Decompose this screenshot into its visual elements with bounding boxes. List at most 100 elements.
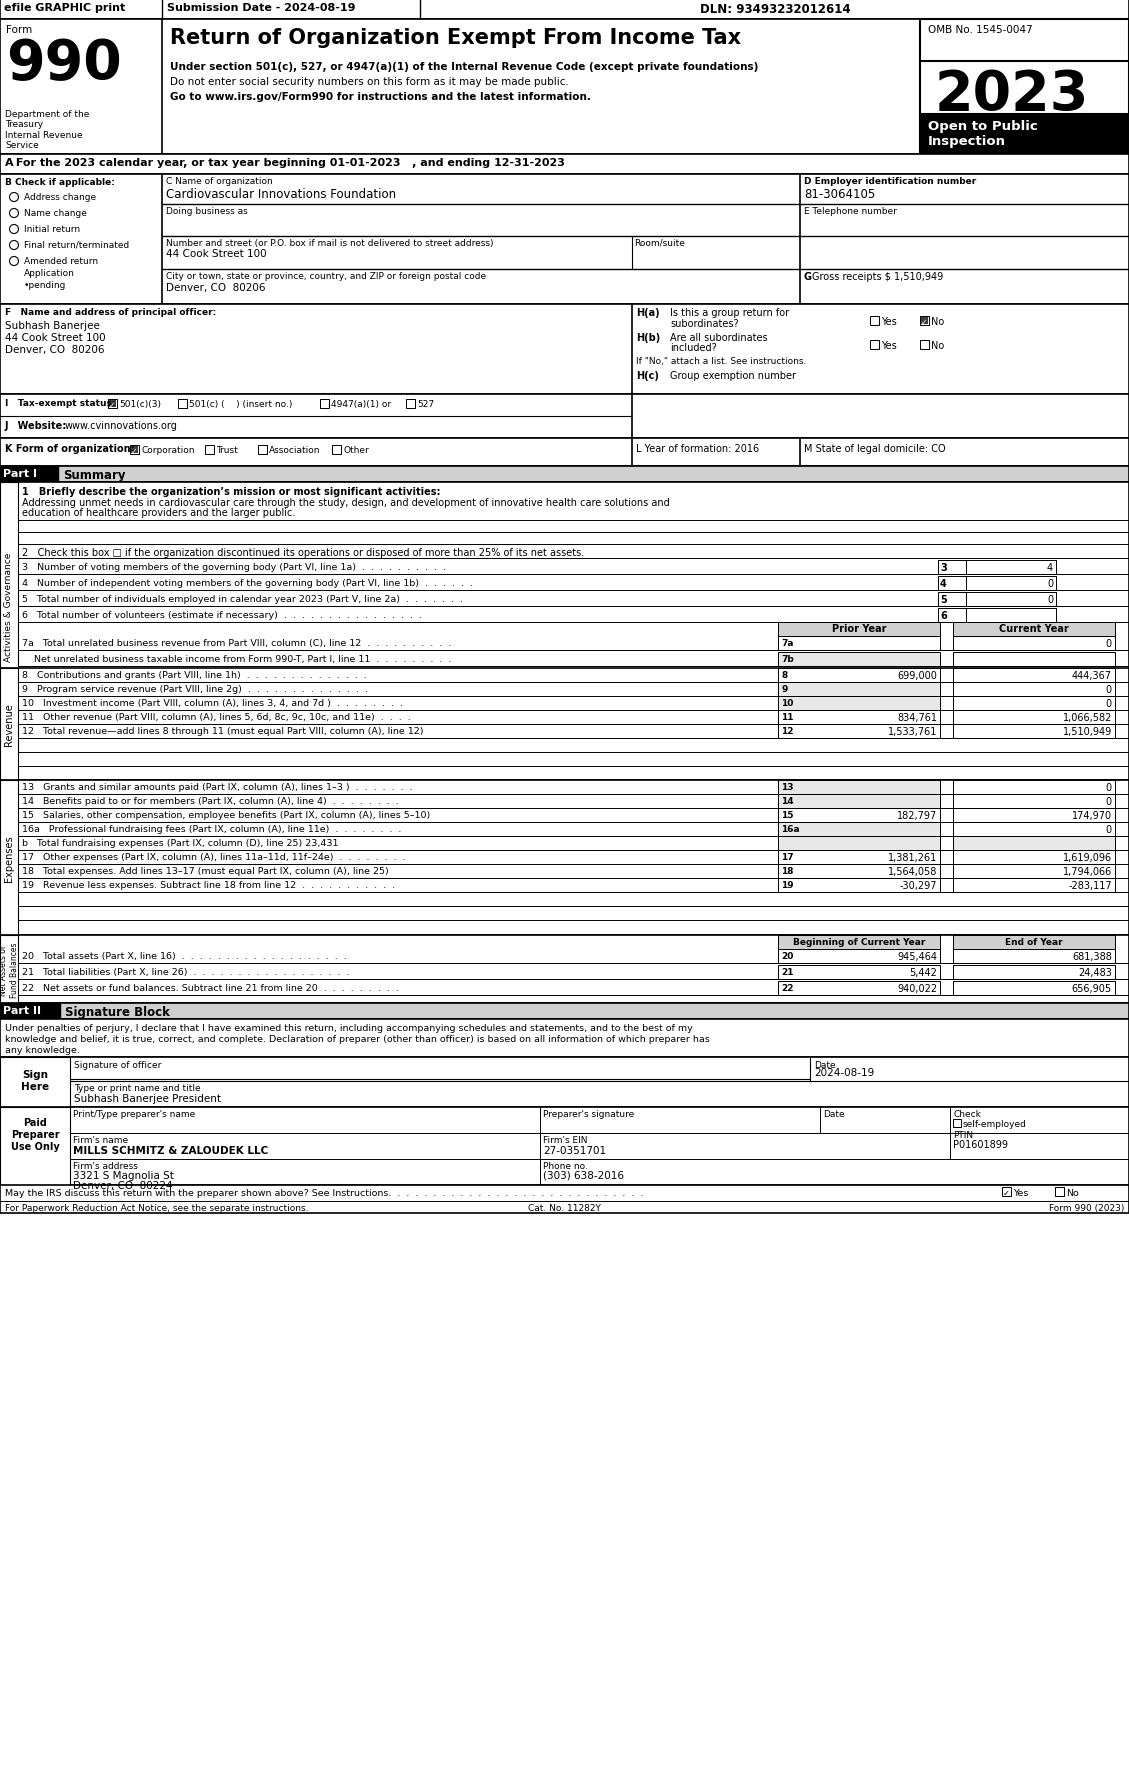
Text: 4: 4 xyxy=(940,579,947,588)
Bar xyxy=(0,396,1129,438)
Text: 19: 19 xyxy=(781,880,794,889)
Text: I   Tax-exempt status:: I Tax-exempt status: xyxy=(5,399,115,408)
Bar xyxy=(0,1107,1129,1185)
Bar xyxy=(953,652,1115,666)
Text: -283,117: -283,117 xyxy=(1068,880,1112,891)
Bar xyxy=(938,561,966,574)
Text: Print/Type preparer's name: Print/Type preparer's name xyxy=(73,1110,195,1119)
Bar xyxy=(953,836,1115,850)
Bar xyxy=(130,446,139,454)
Bar xyxy=(953,850,1115,864)
Text: Submission Date - 2024-08-19: Submission Date - 2024-08-19 xyxy=(167,4,356,12)
Bar xyxy=(778,950,940,964)
Text: 444,367: 444,367 xyxy=(1073,670,1112,681)
Text: No: No xyxy=(931,317,944,326)
Text: Number and street (or P.O. box if mail is not delivered to street address): Number and street (or P.O. box if mail i… xyxy=(166,239,493,248)
Bar xyxy=(778,836,940,850)
Text: No: No xyxy=(931,340,944,351)
Text: PTIN: PTIN xyxy=(953,1130,973,1139)
Text: Denver, CO  80206: Denver, CO 80206 xyxy=(166,283,265,292)
Text: 24,483: 24,483 xyxy=(1078,968,1112,978)
Bar xyxy=(953,668,1115,683)
Bar xyxy=(966,593,1056,606)
Bar xyxy=(953,936,1115,950)
Text: Prior Year: Prior Year xyxy=(832,624,886,634)
Text: Firm's address: Firm's address xyxy=(73,1162,138,1171)
Bar xyxy=(938,609,966,622)
Bar xyxy=(920,114,1129,155)
Text: 0: 0 xyxy=(1047,579,1053,588)
Text: 13: 13 xyxy=(781,782,794,791)
Text: 7a: 7a xyxy=(781,638,794,647)
Text: Here: Here xyxy=(21,1082,49,1091)
Text: Trust: Trust xyxy=(216,446,238,454)
Bar xyxy=(953,879,1115,893)
Text: Open to Public
Inspection: Open to Public Inspection xyxy=(928,119,1038,148)
Text: May the IRS discuss this return with the preparer shown above? See Instructions.: May the IRS discuss this return with the… xyxy=(5,1189,644,1198)
Text: 17   Other expenses (Part IX, column (A), lines 11a–11d, 11f–24e)  .  .  .  .  .: 17 Other expenses (Part IX, column (A), … xyxy=(21,852,405,861)
Bar xyxy=(778,850,940,864)
Text: subordinates?: subordinates? xyxy=(669,319,738,330)
Text: 18: 18 xyxy=(781,866,794,875)
Text: 18   Total expenses. Add lines 13–17 (must equal Part IX, column (A), line 25): 18 Total expenses. Add lines 13–17 (must… xyxy=(21,866,388,875)
Text: Address change: Address change xyxy=(24,192,96,201)
Text: 44 Cook Street 100: 44 Cook Street 100 xyxy=(5,333,106,342)
Text: 8: 8 xyxy=(781,670,787,679)
Bar xyxy=(938,593,966,606)
Bar xyxy=(0,0,1129,20)
Text: any knowledge.: any knowledge. xyxy=(5,1046,80,1055)
Bar xyxy=(953,636,1115,650)
Text: www.cvinnovations.org: www.cvinnovations.org xyxy=(65,421,178,431)
Text: Do not enter social security numbers on this form as it may be made public.: Do not enter social security numbers on … xyxy=(170,77,569,87)
Text: Denver, CO  80224: Denver, CO 80224 xyxy=(73,1180,173,1190)
Bar xyxy=(778,622,940,636)
Text: Is this a group return for: Is this a group return for xyxy=(669,308,789,317)
Text: Cat. No. 11282Y: Cat. No. 11282Y xyxy=(527,1203,601,1212)
Text: Type or print name and title: Type or print name and title xyxy=(75,1083,201,1092)
Bar xyxy=(953,781,1115,795)
Text: 1,510,949: 1,510,949 xyxy=(1062,727,1112,736)
Text: Initial return: Initial return xyxy=(24,225,80,233)
Text: Yes: Yes xyxy=(881,340,896,351)
Bar xyxy=(778,652,940,666)
Text: MILLS SCHMITZ & ZALOUDEK LLC: MILLS SCHMITZ & ZALOUDEK LLC xyxy=(73,1146,269,1155)
Text: 21   Total liabilities (Part X, line 26)  .  .  .  .  .  .  .  .  .  .  .  .  . : 21 Total liabilities (Part X, line 26) .… xyxy=(21,968,350,977)
Text: 12: 12 xyxy=(781,727,794,736)
Text: 4947(a)(1) or: 4947(a)(1) or xyxy=(331,399,391,408)
Text: 2   Check this box □ if the organization discontinued its operations or disposed: 2 Check this box □ if the organization d… xyxy=(21,547,584,558)
Text: Under penalties of perjury, I declare that I have examined this return, includin: Under penalties of perjury, I declare th… xyxy=(5,1023,693,1032)
Bar xyxy=(0,936,1129,1003)
Text: 0: 0 xyxy=(1106,782,1112,793)
Text: Department of the
Treasury
Internal Revenue
Service: Department of the Treasury Internal Reve… xyxy=(5,110,89,150)
Bar xyxy=(921,317,928,324)
Text: Firm's EIN: Firm's EIN xyxy=(543,1135,587,1144)
Bar xyxy=(131,447,138,454)
Text: 20: 20 xyxy=(781,952,794,960)
Text: 1,066,582: 1,066,582 xyxy=(1062,713,1112,722)
Text: Application: Application xyxy=(24,269,75,278)
Bar xyxy=(0,175,1129,305)
Bar xyxy=(778,936,940,950)
Text: 0: 0 xyxy=(1106,638,1112,649)
Bar xyxy=(0,467,1129,483)
Text: 11: 11 xyxy=(781,713,794,722)
Text: Denver, CO  80206: Denver, CO 80206 xyxy=(5,344,105,355)
Text: Preparer's signature: Preparer's signature xyxy=(543,1110,634,1119)
Text: 12   Total revenue—add lines 8 through 11 (must equal Part VIII, column (A), lin: 12 Total revenue—add lines 8 through 11 … xyxy=(21,727,423,736)
Bar xyxy=(0,1003,60,1019)
Bar xyxy=(0,483,18,731)
Text: 3: 3 xyxy=(940,563,947,572)
Text: efile GRAPHIC print: efile GRAPHIC print xyxy=(5,4,125,12)
Text: 940,022: 940,022 xyxy=(896,984,937,993)
Text: H(c): H(c) xyxy=(636,371,659,381)
Text: For Paperwork Reduction Act Notice, see the separate instructions.: For Paperwork Reduction Act Notice, see … xyxy=(5,1203,308,1212)
Text: 4: 4 xyxy=(1047,563,1053,572)
Text: 501(c) (    ) (insert no.): 501(c) ( ) (insert no.) xyxy=(189,399,292,408)
Bar xyxy=(110,401,116,408)
Text: 5,442: 5,442 xyxy=(909,968,937,978)
Text: Are all subordinates: Are all subordinates xyxy=(669,333,768,342)
Bar xyxy=(966,561,1056,574)
Text: Current Year: Current Year xyxy=(999,624,1069,634)
Text: 7b: 7b xyxy=(781,654,794,663)
Text: G: G xyxy=(804,273,812,282)
